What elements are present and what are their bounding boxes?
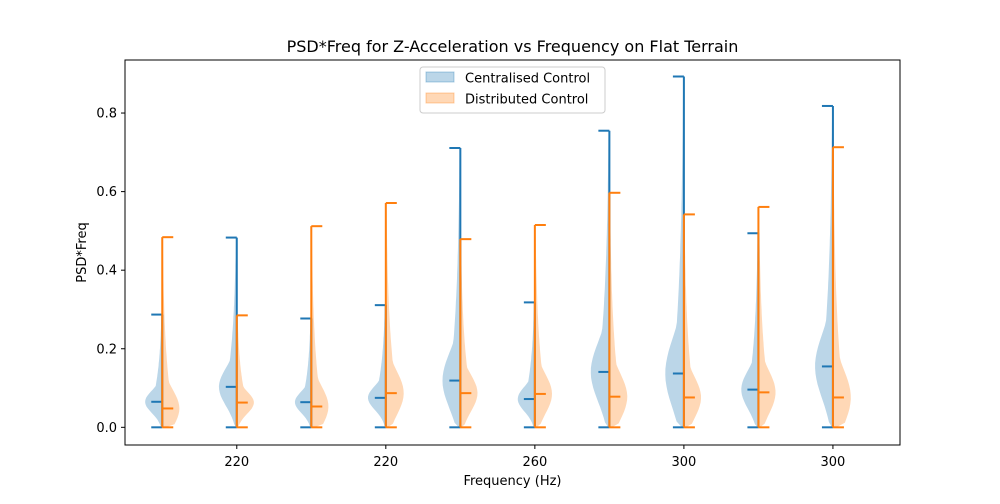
violin-centralised-3: [294, 318, 312, 428]
chart-title: PSD*Freq for Z-Acceleration vs Frequency…: [287, 37, 739, 56]
y-tick-label-2: 0.4: [96, 264, 117, 279]
violin-centralised-7: [590, 130, 610, 428]
violin-distributed-4: [385, 203, 404, 428]
x-tick-label-0: 220: [224, 455, 249, 470]
x-tick-label-3: 300: [671, 455, 696, 470]
violin-distributed-7: [609, 192, 628, 428]
legend: Centralised Control Distributed Control: [419, 66, 606, 114]
violin-centralised-8: [665, 76, 684, 428]
violin-layer: [145, 76, 851, 428]
x-axis-label: Frequency (Hz): [463, 474, 561, 489]
violin-centralised-10: [815, 106, 833, 428]
violin-centralised-6: [517, 302, 535, 428]
y-tick-label-3: 0.6: [96, 185, 117, 200]
x-tick-label-2: 260: [522, 455, 547, 470]
y-axis: 0.0 0.2 0.4 0.6 0.8: [96, 107, 125, 436]
stat-lines-layer: [151, 75, 844, 429]
violin-distributed-10: [832, 147, 851, 428]
x-tick-label-1: 220: [373, 455, 398, 470]
y-axis-label: PSD*Freq: [75, 222, 90, 282]
violin-centralised-4: [368, 305, 386, 428]
violin-centralised-5: [442, 148, 461, 428]
violin-centralised-1: [145, 314, 163, 428]
violin-distributed-8: [683, 214, 701, 428]
violin-distributed-1: [162, 237, 180, 428]
violin-distributed-2: [236, 315, 254, 428]
violin-distributed-6: [534, 225, 552, 428]
x-tick-label-4: 300: [821, 455, 846, 470]
legend-label-distributed: Distributed Control: [465, 93, 588, 108]
legend-label-centralised: Centralised Control: [465, 72, 590, 87]
plot-frame: [124, 59, 901, 446]
legend-swatch-centralised: [425, 71, 455, 83]
violin-centralised-9: [741, 233, 759, 428]
violin-distributed-5: [460, 239, 478, 428]
y-tick-label-4: 0.8: [96, 107, 117, 122]
x-axis: 220 220 260 300 300: [224, 445, 845, 470]
y-tick-label-1: 0.2: [96, 342, 117, 357]
legend-swatch-distributed: [425, 92, 455, 104]
violin-distributed-3: [311, 226, 329, 428]
y-tick-label-0: 0.0: [96, 421, 117, 436]
violin-distributed-9: [758, 206, 776, 428]
legend-box: [419, 66, 606, 114]
violin-centralised-2: [218, 237, 237, 428]
